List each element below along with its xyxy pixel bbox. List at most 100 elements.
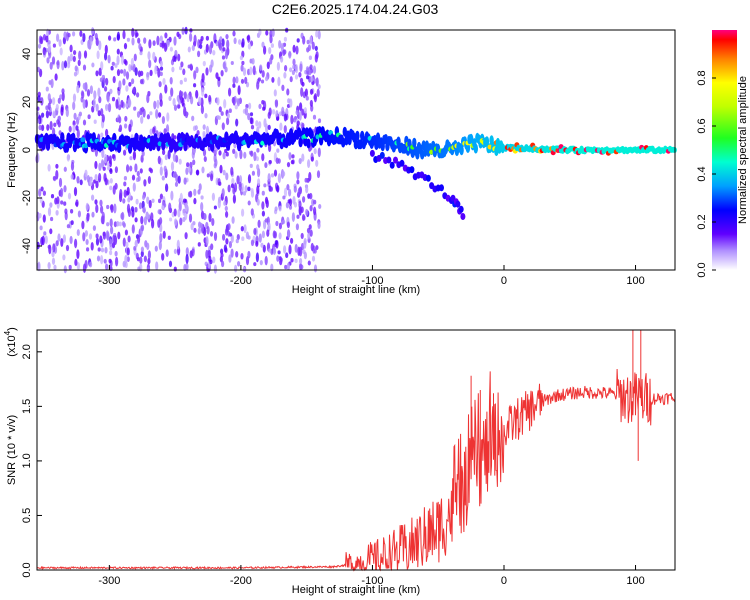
spectrogram-cell	[379, 151, 385, 159]
spectrogram-cell	[130, 57, 134, 67]
spectrogram-cell	[256, 80, 260, 90]
spectrogram-cell	[95, 233, 99, 239]
spectrogram-cell	[256, 164, 260, 171]
spectrogram-cell	[152, 40, 156, 46]
spectrogram-cell	[223, 200, 227, 206]
spectrogram-cell	[156, 35, 160, 46]
spectrogram-cell	[139, 168, 143, 174]
spectrogram-cell	[233, 182, 238, 193]
spectrogram-cell	[412, 137, 417, 148]
spectrogram-cell	[95, 103, 99, 112]
spectrogram-cell	[199, 44, 203, 49]
spectrogram-cell	[280, 43, 284, 50]
spectrogram-cell	[109, 88, 113, 94]
spectrogram-cell	[261, 153, 265, 162]
spectrogram-cell	[257, 77, 261, 82]
spectrogram-cell	[136, 92, 140, 98]
spectrogram-cell	[198, 183, 202, 191]
spectrogram-cell	[386, 156, 392, 164]
spectrogram-cell	[288, 244, 292, 255]
spectrogram-cell	[263, 45, 267, 55]
spectrogram-cell	[97, 110, 101, 117]
spectrogram-cell	[131, 27, 135, 38]
spectrogram-cell	[266, 229, 270, 237]
spectrogram-cell	[184, 26, 188, 35]
spectrogram-cell	[305, 185, 309, 194]
spectrogram-cell	[200, 201, 204, 212]
spectrogram-cell	[56, 59, 60, 70]
spectrogram-cell	[217, 198, 221, 209]
spectrogram-cell	[65, 244, 70, 252]
spectrogram-cell	[47, 102, 51, 111]
spectrogram-cell	[299, 102, 303, 111]
spectrogram-cell	[224, 49, 229, 60]
spectrogram-cell	[76, 128, 80, 139]
spectrogram-cell	[93, 90, 97, 100]
spectrogram-cell	[118, 80, 122, 91]
spectrogram-cell	[89, 85, 93, 95]
spectrogram-cell	[64, 142, 70, 153]
spectrogram-cell	[129, 165, 133, 172]
spectrogram-cell	[283, 187, 288, 198]
spectrogram-cell	[202, 148, 207, 157]
spectrogram-cell	[240, 253, 244, 260]
spectrogram-cell	[86, 247, 90, 252]
spectrogram-cell	[125, 241, 129, 248]
spectrogram-cell	[66, 154, 70, 162]
spectrogram-cell	[270, 173, 275, 178]
spectrogram-cell	[253, 151, 257, 162]
spectrogram-cell	[200, 195, 204, 200]
spectrogram-cell	[264, 218, 268, 223]
spectrogram-cell	[91, 211, 95, 218]
spectrogram-cell	[290, 237, 294, 244]
spectrogram-cell	[317, 30, 321, 40]
spectrogram-cell	[312, 114, 317, 120]
spectrogram-cell	[159, 132, 164, 143]
spectrogram-cell	[149, 69, 153, 77]
spectrogram-cell	[143, 179, 147, 187]
spectrogram-cell	[124, 123, 128, 129]
snr-y-tick-label: 0.0	[21, 562, 33, 577]
spectrogram-cell	[61, 91, 65, 102]
spectrogram-cell	[148, 59, 152, 69]
spectrogram-cell	[134, 67, 138, 76]
spectrogram-cell	[227, 231, 231, 237]
spectrogram-cell	[146, 242, 150, 251]
spectrogram-cell	[82, 82, 86, 90]
spectrogram-cell	[146, 93, 150, 104]
spectrogram-cell	[115, 256, 119, 267]
spectrogram-cell	[218, 150, 222, 156]
spectrogram-cell	[68, 125, 72, 133]
spectrogram-cell	[245, 231, 249, 240]
spectrogram-cell	[204, 93, 208, 99]
spectrogram-cell	[115, 99, 119, 109]
spectrogram-cell	[82, 32, 86, 43]
spectrogram-cell	[193, 188, 197, 197]
spectrogram-cell	[73, 50, 77, 56]
spectrogram-cell	[147, 250, 151, 260]
spectrogram-cell	[79, 30, 83, 37]
spectrogram-cell	[111, 61, 115, 66]
spectrogram-cell	[236, 98, 241, 107]
spectrogram-cell	[159, 99, 163, 107]
spectrogram-cell	[152, 51, 156, 61]
spectrogram-cell	[304, 127, 310, 138]
spectrogram-cell	[38, 188, 42, 197]
spectrogram-cell	[86, 89, 91, 97]
spectrogram-cell	[317, 221, 321, 230]
spectrogram-cell	[291, 69, 295, 76]
spectrogram-cell	[133, 106, 137, 111]
spectrogram-cell	[222, 152, 226, 160]
spectrogram-cell	[132, 150, 136, 161]
spectrogram-cell	[439, 184, 444, 192]
spectrogram-cell	[38, 212, 42, 219]
spectrogram-cell	[190, 223, 194, 231]
spectrogram-cell	[159, 193, 163, 200]
spectrogram-cell	[315, 159, 319, 167]
colorbar-label: Normalized spectral amplitude	[737, 76, 749, 224]
spectrogram-cell	[50, 194, 55, 199]
spectrogram-cell	[235, 76, 239, 84]
spectrogram-cell	[167, 149, 171, 160]
spectrogram-cell	[89, 261, 93, 268]
spectrogram-cell	[72, 124, 76, 133]
